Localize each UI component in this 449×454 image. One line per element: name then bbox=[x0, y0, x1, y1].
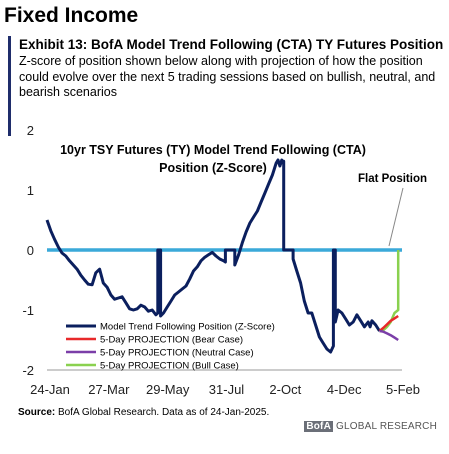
source-note: Source: BofA Global Research. Data as of… bbox=[18, 407, 269, 418]
chart-title-line: 10yr TSY Futures (TY) Model Trend Follow… bbox=[60, 143, 366, 157]
x-tick-label: 29-May bbox=[146, 382, 190, 397]
x-tick-label: 5-Feb bbox=[386, 382, 420, 397]
legend-label: 5-Day PROJECTION (Neutral Case) bbox=[100, 348, 254, 359]
logo-badge: BofA bbox=[304, 421, 334, 432]
y-tick-label: 1 bbox=[27, 183, 34, 198]
source-label: Source: bbox=[18, 407, 56, 418]
exhibit-title: Exhibit 13: BofA Model Trend Following (… bbox=[19, 37, 444, 52]
y-tick-label: -1 bbox=[22, 303, 34, 318]
legend-label: 5-Day PROJECTION (Bear Case) bbox=[100, 335, 243, 346]
y-tick-label: 0 bbox=[27, 243, 34, 258]
legend-label: 5-Day PROJECTION (Bull Case) bbox=[100, 361, 239, 372]
source-text: BofA Global Research. Data as of 24-Jan-… bbox=[55, 407, 270, 418]
flat-position-annotation: Flat Position bbox=[358, 173, 427, 185]
y-tick-label: 2 bbox=[27, 123, 34, 138]
exhibit-header: Exhibit 13: BofA Model Trend Following (… bbox=[8, 36, 444, 136]
chart-title-line: Position (Z-Score) bbox=[159, 161, 267, 175]
chart-area: 2 1 0 -1 -2 24-Jan 27-Mar 29-May 31-Jul 2-Oct 4-De… bbox=[0, 118, 449, 408]
series-line-2 bbox=[379, 329, 399, 342]
cta-position-chart: 2 1 0 -1 -2 24-Jan 27-Mar 29-May 31-Jul 2-Oct 4-De… bbox=[22, 123, 427, 397]
annotation-arrow bbox=[388, 187, 404, 247]
y-tick-label: -2 bbox=[22, 363, 34, 378]
exhibit-subtitle: Z-score of position shown below along wi… bbox=[19, 54, 436, 99]
series-line-1 bbox=[378, 314, 399, 332]
x-tick-label: 2-Oct bbox=[269, 382, 301, 397]
series-line-0 bbox=[45, 158, 381, 354]
logo-text: GLOBAL RESEARCH bbox=[333, 421, 437, 432]
x-tick-label: 4-Dec bbox=[327, 382, 362, 397]
legend-label: Model Trend Following Position (Z-Score) bbox=[100, 322, 275, 333]
section-title: Fixed Income bbox=[4, 4, 139, 27]
x-tick-label: 31-Jul bbox=[209, 382, 245, 397]
bofa-logo: BofA GLOBAL RESEARCH bbox=[304, 421, 437, 432]
x-tick-label: 27-Mar bbox=[88, 382, 130, 397]
x-tick-label: 24-Jan bbox=[30, 382, 70, 397]
